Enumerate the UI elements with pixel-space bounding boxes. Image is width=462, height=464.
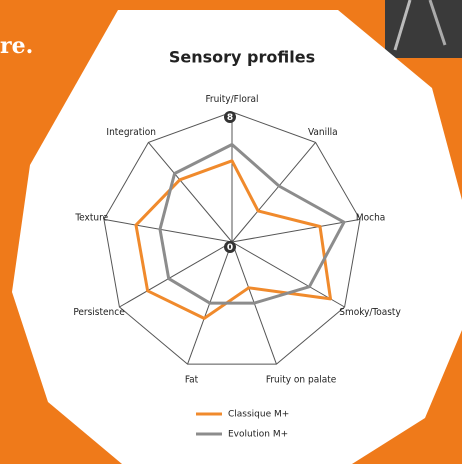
axis-spoke bbox=[231, 218, 361, 243]
y-tick-label: 8 bbox=[227, 113, 233, 123]
photo-detail bbox=[428, 0, 447, 46]
category-label: Fruity on palate bbox=[266, 375, 337, 386]
photo-fragment bbox=[385, 0, 462, 58]
chart-title: Sensory profiles bbox=[169, 48, 315, 67]
axis-spoke bbox=[103, 218, 233, 243]
tick-badge bbox=[224, 241, 236, 253]
background-text: re. bbox=[0, 33, 33, 59]
axis-spoke bbox=[119, 241, 233, 308]
category-label: Persistence bbox=[73, 307, 125, 318]
category-label: Integration bbox=[106, 127, 156, 138]
category-label: Fat bbox=[185, 375, 199, 386]
background-shape bbox=[12, 10, 462, 464]
tick-badge bbox=[224, 111, 236, 123]
grid-ring bbox=[103, 111, 361, 365]
y-tick-label: 0 bbox=[227, 243, 233, 253]
axis-spoke bbox=[231, 142, 316, 243]
legend-label: Classique M+ bbox=[228, 410, 289, 420]
series-line bbox=[158, 143, 346, 305]
photo-detail bbox=[393, 0, 412, 51]
category-label: Smoky/Toasty bbox=[339, 307, 401, 318]
category-label: Texture bbox=[74, 213, 108, 224]
category-label: Fruity/Floral bbox=[205, 94, 258, 105]
category-label: Mocha bbox=[356, 213, 385, 224]
category-label: Vanilla bbox=[308, 127, 338, 138]
axis-spoke bbox=[148, 142, 233, 243]
legend-label: Evolution M+ bbox=[228, 430, 288, 440]
axis-spoke bbox=[231, 241, 345, 308]
